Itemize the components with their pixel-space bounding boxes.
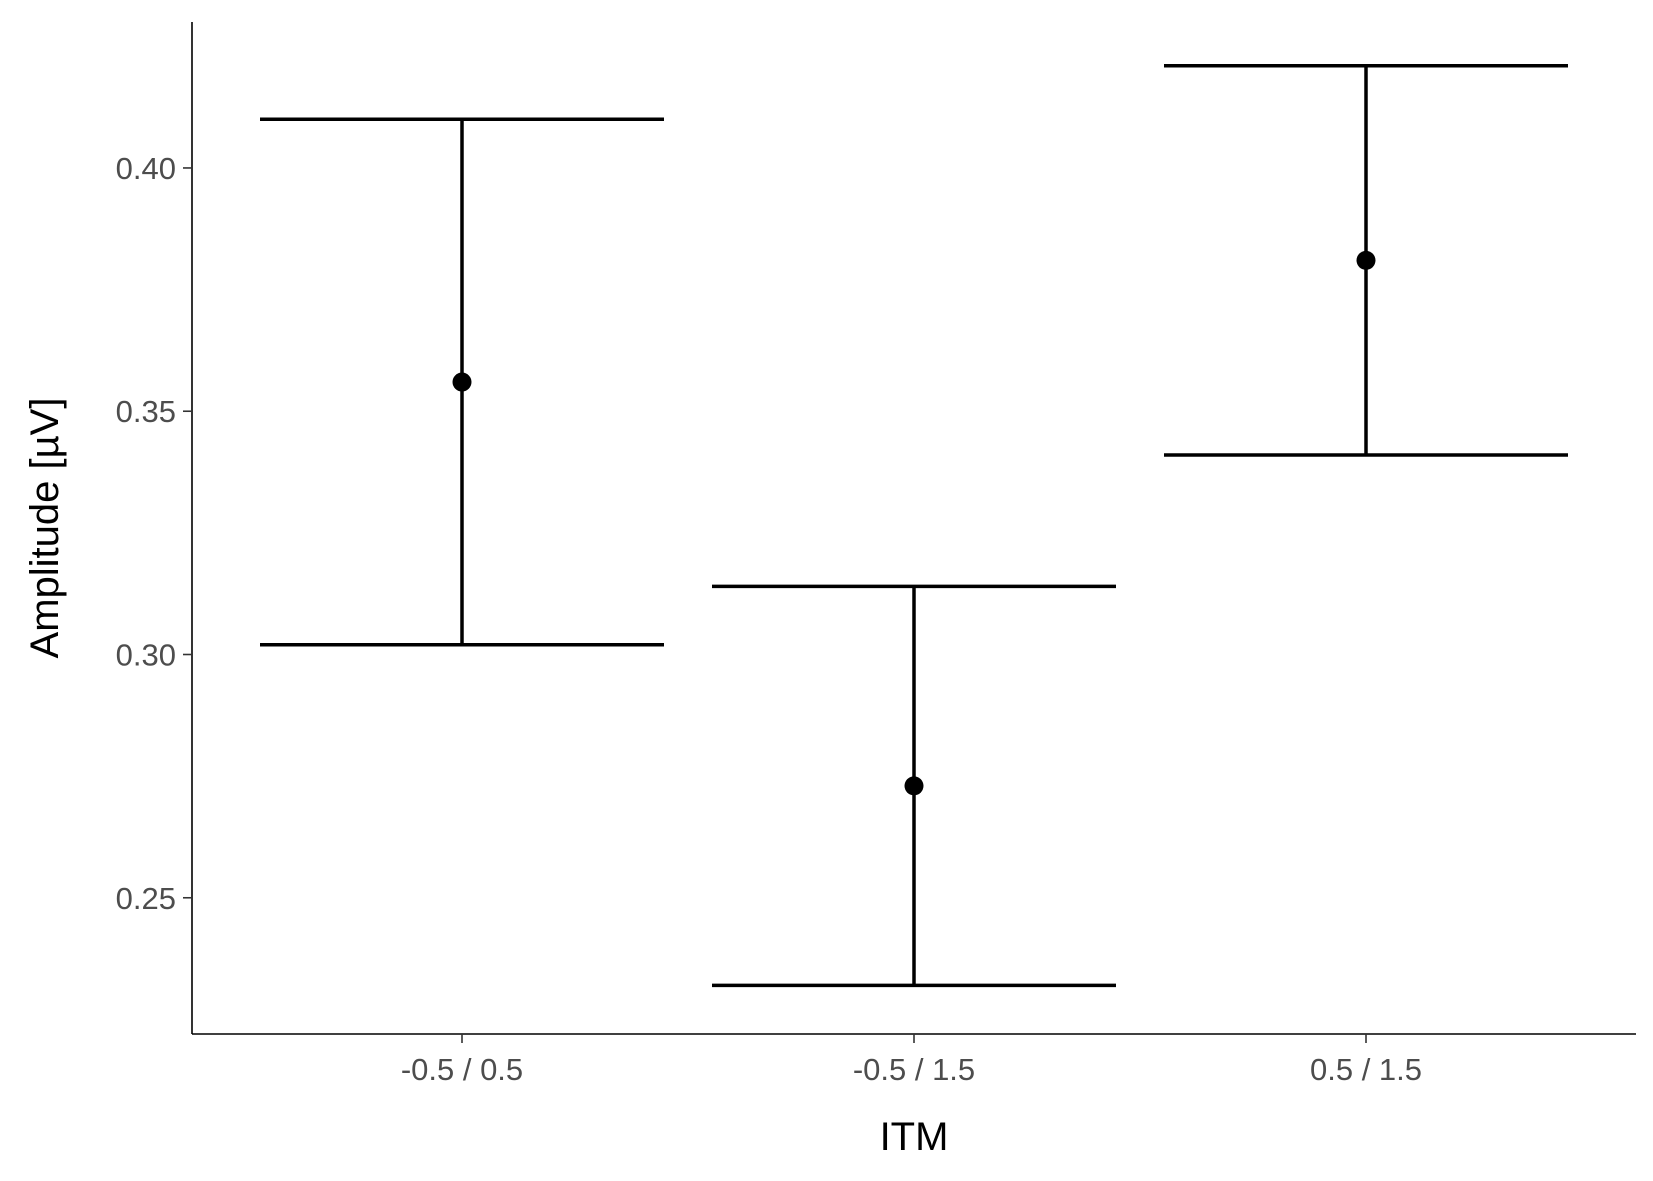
data-point	[904, 776, 924, 796]
errorbar-group	[1164, 64, 1568, 457]
y-tick-label: 0.30	[116, 638, 176, 673]
data-point	[1356, 250, 1376, 270]
y-axis-ticks: 0.25 0.30 0.35 0.40	[116, 151, 192, 916]
y-tick-label: 0.35	[116, 394, 176, 429]
x-tick-label: 0.5 / 1.5	[1310, 1052, 1422, 1087]
chart-marks	[260, 64, 1568, 988]
y-axis-title: Amplitude [µV]	[23, 398, 67, 659]
x-tick-label: -0.5 / 1.5	[853, 1052, 975, 1087]
errorbar-group	[712, 584, 1116, 988]
y-tick-label: 0.40	[116, 151, 176, 186]
errorbar-group	[260, 117, 664, 647]
x-tick-label: -0.5 / 0.5	[401, 1052, 523, 1087]
x-axis-ticks: -0.5 / 0.5 -0.5 / 1.5 0.5 / 1.5	[401, 1034, 1422, 1087]
y-tick-label: 0.25	[116, 881, 176, 916]
data-point	[452, 372, 472, 392]
x-axis-title: ITM	[880, 1115, 949, 1159]
